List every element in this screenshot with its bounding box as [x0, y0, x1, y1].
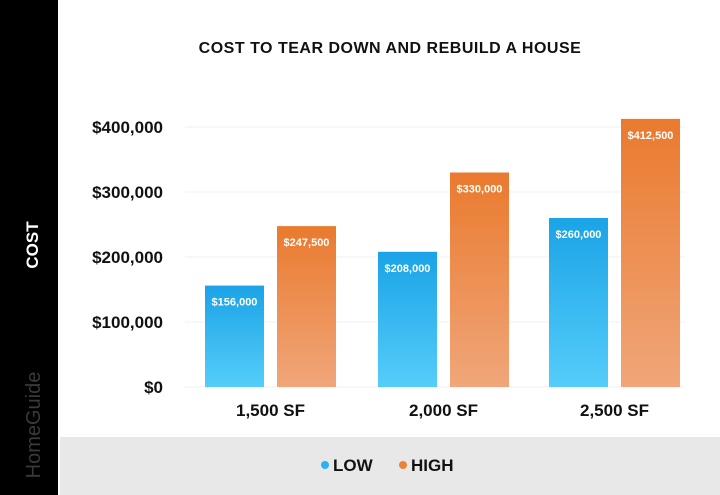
data-label: $412,500	[628, 130, 674, 142]
y-axis-label: COST	[23, 221, 42, 269]
x-tick-label: 2,000 SF	[409, 401, 478, 420]
data-label: $208,000	[385, 263, 431, 275]
legend-label-low: LOW	[333, 456, 374, 475]
data-label: $156,000	[212, 297, 258, 309]
bar-low	[378, 251, 437, 387]
y-tick-label: $100,000	[92, 313, 163, 332]
x-tick-label: 1,500 SF	[236, 401, 305, 420]
data-label: $260,000	[556, 229, 602, 241]
data-label: $247,500	[284, 237, 330, 249]
bar-high	[450, 172, 509, 387]
bar-high	[277, 226, 336, 387]
legend-marker-high	[399, 461, 407, 469]
x-tick-label: 2,500 SF	[580, 401, 649, 420]
y-tick-label: $200,000	[92, 248, 163, 267]
y-tick-label: $300,000	[92, 183, 163, 202]
legend-marker-low	[321, 461, 329, 469]
sidebar	[0, 0, 58, 495]
legend: LOW HIGH	[321, 456, 454, 475]
bar-low	[549, 218, 608, 387]
brand-logo: HomeGuide	[23, 372, 45, 479]
legend-label-high: HIGH	[411, 456, 454, 475]
legend-band	[60, 437, 720, 495]
data-label: $330,000	[457, 184, 503, 196]
y-tick-label: $400,000	[92, 118, 163, 137]
bar-high	[621, 118, 680, 387]
bar-low	[205, 285, 264, 387]
chart-title: COST TO TEAR DOWN AND REBUILD A HOUSE	[199, 40, 582, 57]
y-tick-label: $0	[144, 378, 163, 397]
